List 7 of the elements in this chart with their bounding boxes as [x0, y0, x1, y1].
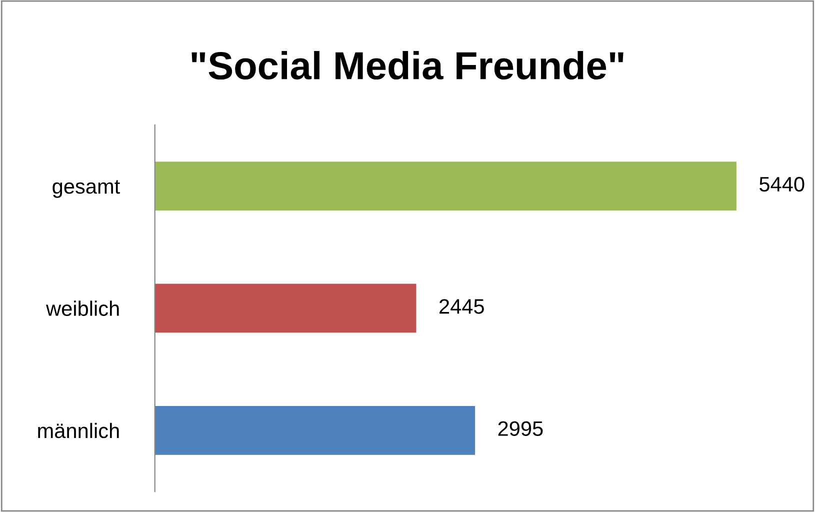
- chart-title: "Social Media Freunde": [192, 50, 624, 80]
- data-label: 5440: [760, 176, 804, 192]
- y-tick-label: gesamt: [52, 180, 120, 198]
- y-tick-label: männlich: [38, 422, 119, 438]
- data-label: 2995: [498, 421, 543, 436]
- y-tick-label: weiblich: [46, 300, 119, 316]
- data-label: 2445: [440, 299, 484, 314]
